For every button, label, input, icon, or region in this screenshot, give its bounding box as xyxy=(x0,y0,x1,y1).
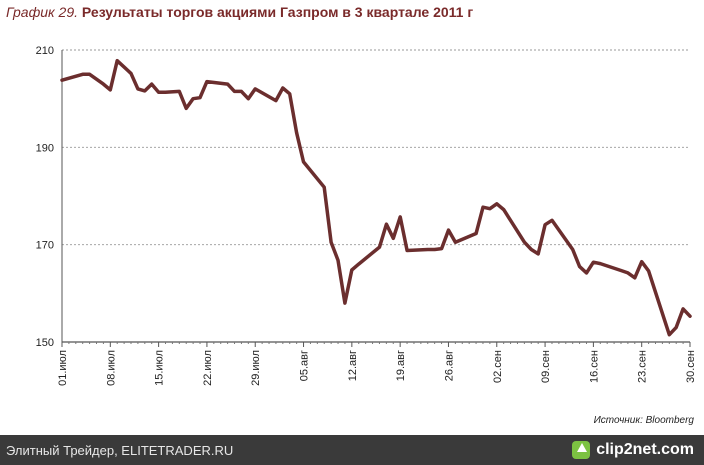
x-axis: 01.июл 08.июл 15.июл 22.июл 29.июл 05.авг 12.а… xyxy=(57,342,697,386)
x-tick-label: 16.сен xyxy=(588,350,600,383)
chart-number: График 29. xyxy=(6,4,79,20)
x-tick-label: 30.сен xyxy=(685,350,697,383)
x-tick-label: 02.сен xyxy=(492,350,504,383)
footer-site-text: Элитный Трейдер, ELITETRADER.RU xyxy=(6,442,234,458)
x-tick-label: 12.авг xyxy=(347,350,359,381)
clip2net-logo: clip2net.com xyxy=(572,441,694,459)
logo-text: clip2net.com xyxy=(596,441,694,458)
y-tick-label: 190 xyxy=(36,142,54,154)
y-tick-label: 210 xyxy=(36,45,54,57)
x-tick-label: 08.июл xyxy=(105,350,117,386)
x-tick-label: 29.июл xyxy=(250,350,262,386)
y-tick-label: 150 xyxy=(36,337,54,349)
chart-title: График 29. Результаты торгов акциями Газ… xyxy=(6,4,473,20)
line-chart: 150 170 190 210 01.июл 08.июл 15.июл 22.июл 29.… xyxy=(36,45,697,386)
series-line-gazprom xyxy=(60,58,692,337)
y-tick-label: 170 xyxy=(36,240,54,252)
footer-bar: Элитный Трейдер, ELITETRADER.RU clip2net… xyxy=(0,435,704,465)
x-tick-label: 26.авг xyxy=(443,350,455,381)
x-tick-label: 23.сен xyxy=(637,350,649,383)
upload-icon xyxy=(572,441,591,459)
x-tick-label: 05.авг xyxy=(299,350,311,381)
x-tick-label: 19.авг xyxy=(395,350,407,381)
gridlines xyxy=(62,49,690,343)
chart-title-text: Результаты торгов акциями Газпром в 3 кв… xyxy=(81,4,474,20)
y-axis: 150 170 190 210 xyxy=(36,45,63,349)
x-tick-label: 15.июл xyxy=(154,350,166,386)
x-tick-label: 01.июл xyxy=(57,350,69,386)
source-note: Источник: Bloomberg xyxy=(593,415,694,426)
x-tick-label: 22.июл xyxy=(202,350,214,386)
x-tick-label: 09.сен xyxy=(540,350,552,383)
